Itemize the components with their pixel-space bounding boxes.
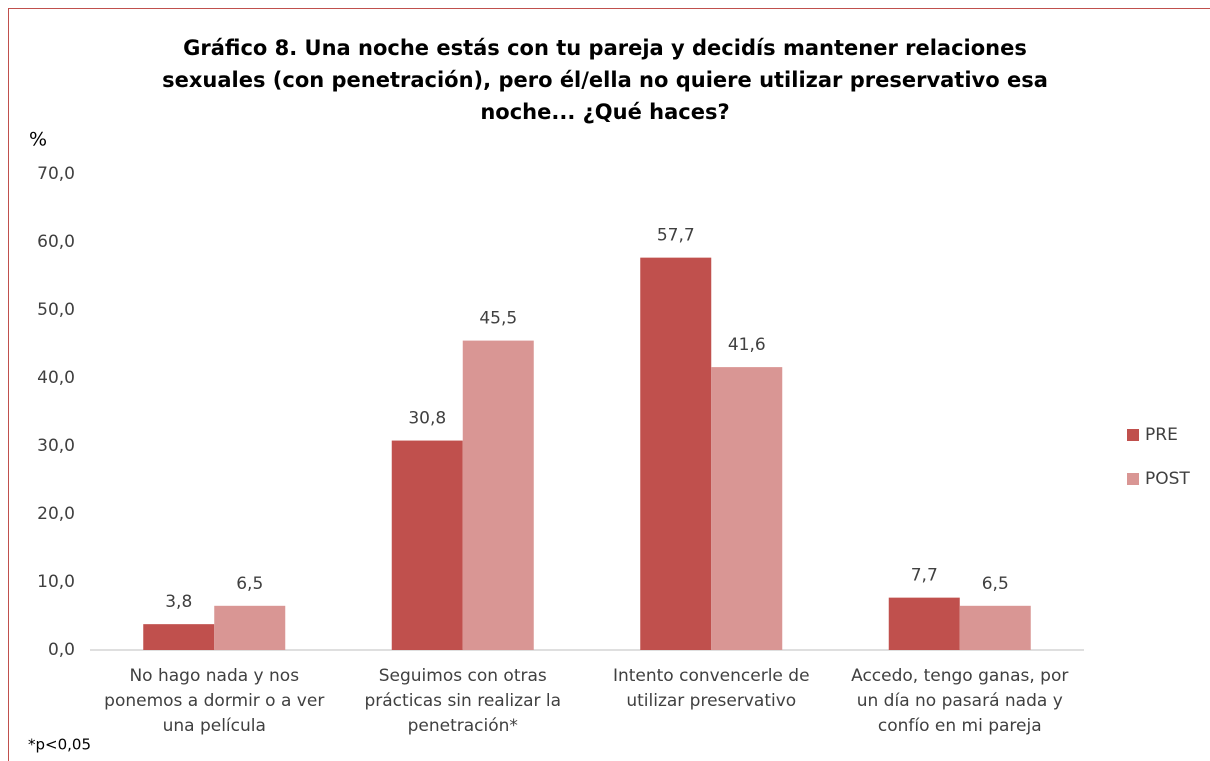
data-label: 6,5 [982, 574, 1009, 594]
y-tick-label: 20,0 [37, 504, 75, 524]
bar [462, 340, 534, 650]
x-tick-label: Accedo, tengo ganas, por un día no pasar… [851, 666, 1069, 736]
bar [640, 257, 712, 650]
y-tick-label: 30,0 [37, 436, 75, 456]
y-tick-label: 50,0 [37, 300, 75, 320]
y-axis-label: % [29, 129, 47, 151]
data-label: 7,7 [911, 566, 938, 586]
bar [959, 605, 1031, 650]
legend-swatch [1127, 429, 1139, 441]
bar [711, 367, 783, 650]
x-tick-label: Seguimos con otras prácticas sin realiza… [364, 666, 562, 736]
legend-label: PRE [1145, 425, 1178, 445]
legend-label: POST [1145, 469, 1190, 489]
y-tick-label: 40,0 [37, 368, 75, 388]
data-label: 3,8 [165, 592, 192, 612]
y-tick-label: 70,0 [37, 164, 75, 184]
data-label: 30,8 [408, 409, 446, 429]
x-tick-label: Intento convencerle de utilizar preserva… [612, 666, 810, 711]
data-label: 6,5 [236, 574, 263, 594]
y-tick-label: 60,0 [37, 232, 75, 252]
y-tick-label: 0,0 [48, 640, 75, 660]
data-label: 45,5 [479, 309, 517, 329]
data-label: 57,7 [657, 226, 695, 246]
frame [8, 8, 1210, 761]
chart-title: Gráfico 8. Una noche estás con tu pareja… [162, 36, 1048, 124]
bar [888, 597, 960, 650]
y-tick-label: 10,0 [37, 572, 75, 592]
bar [214, 605, 286, 650]
legend-swatch [1127, 473, 1139, 485]
bar [143, 624, 215, 650]
x-tick-label: No hago nada y nos ponemos a dormir o a … [104, 666, 325, 736]
data-label: 41,6 [728, 335, 766, 355]
footnote: *p<0,05 [28, 736, 91, 754]
bar [391, 440, 463, 650]
